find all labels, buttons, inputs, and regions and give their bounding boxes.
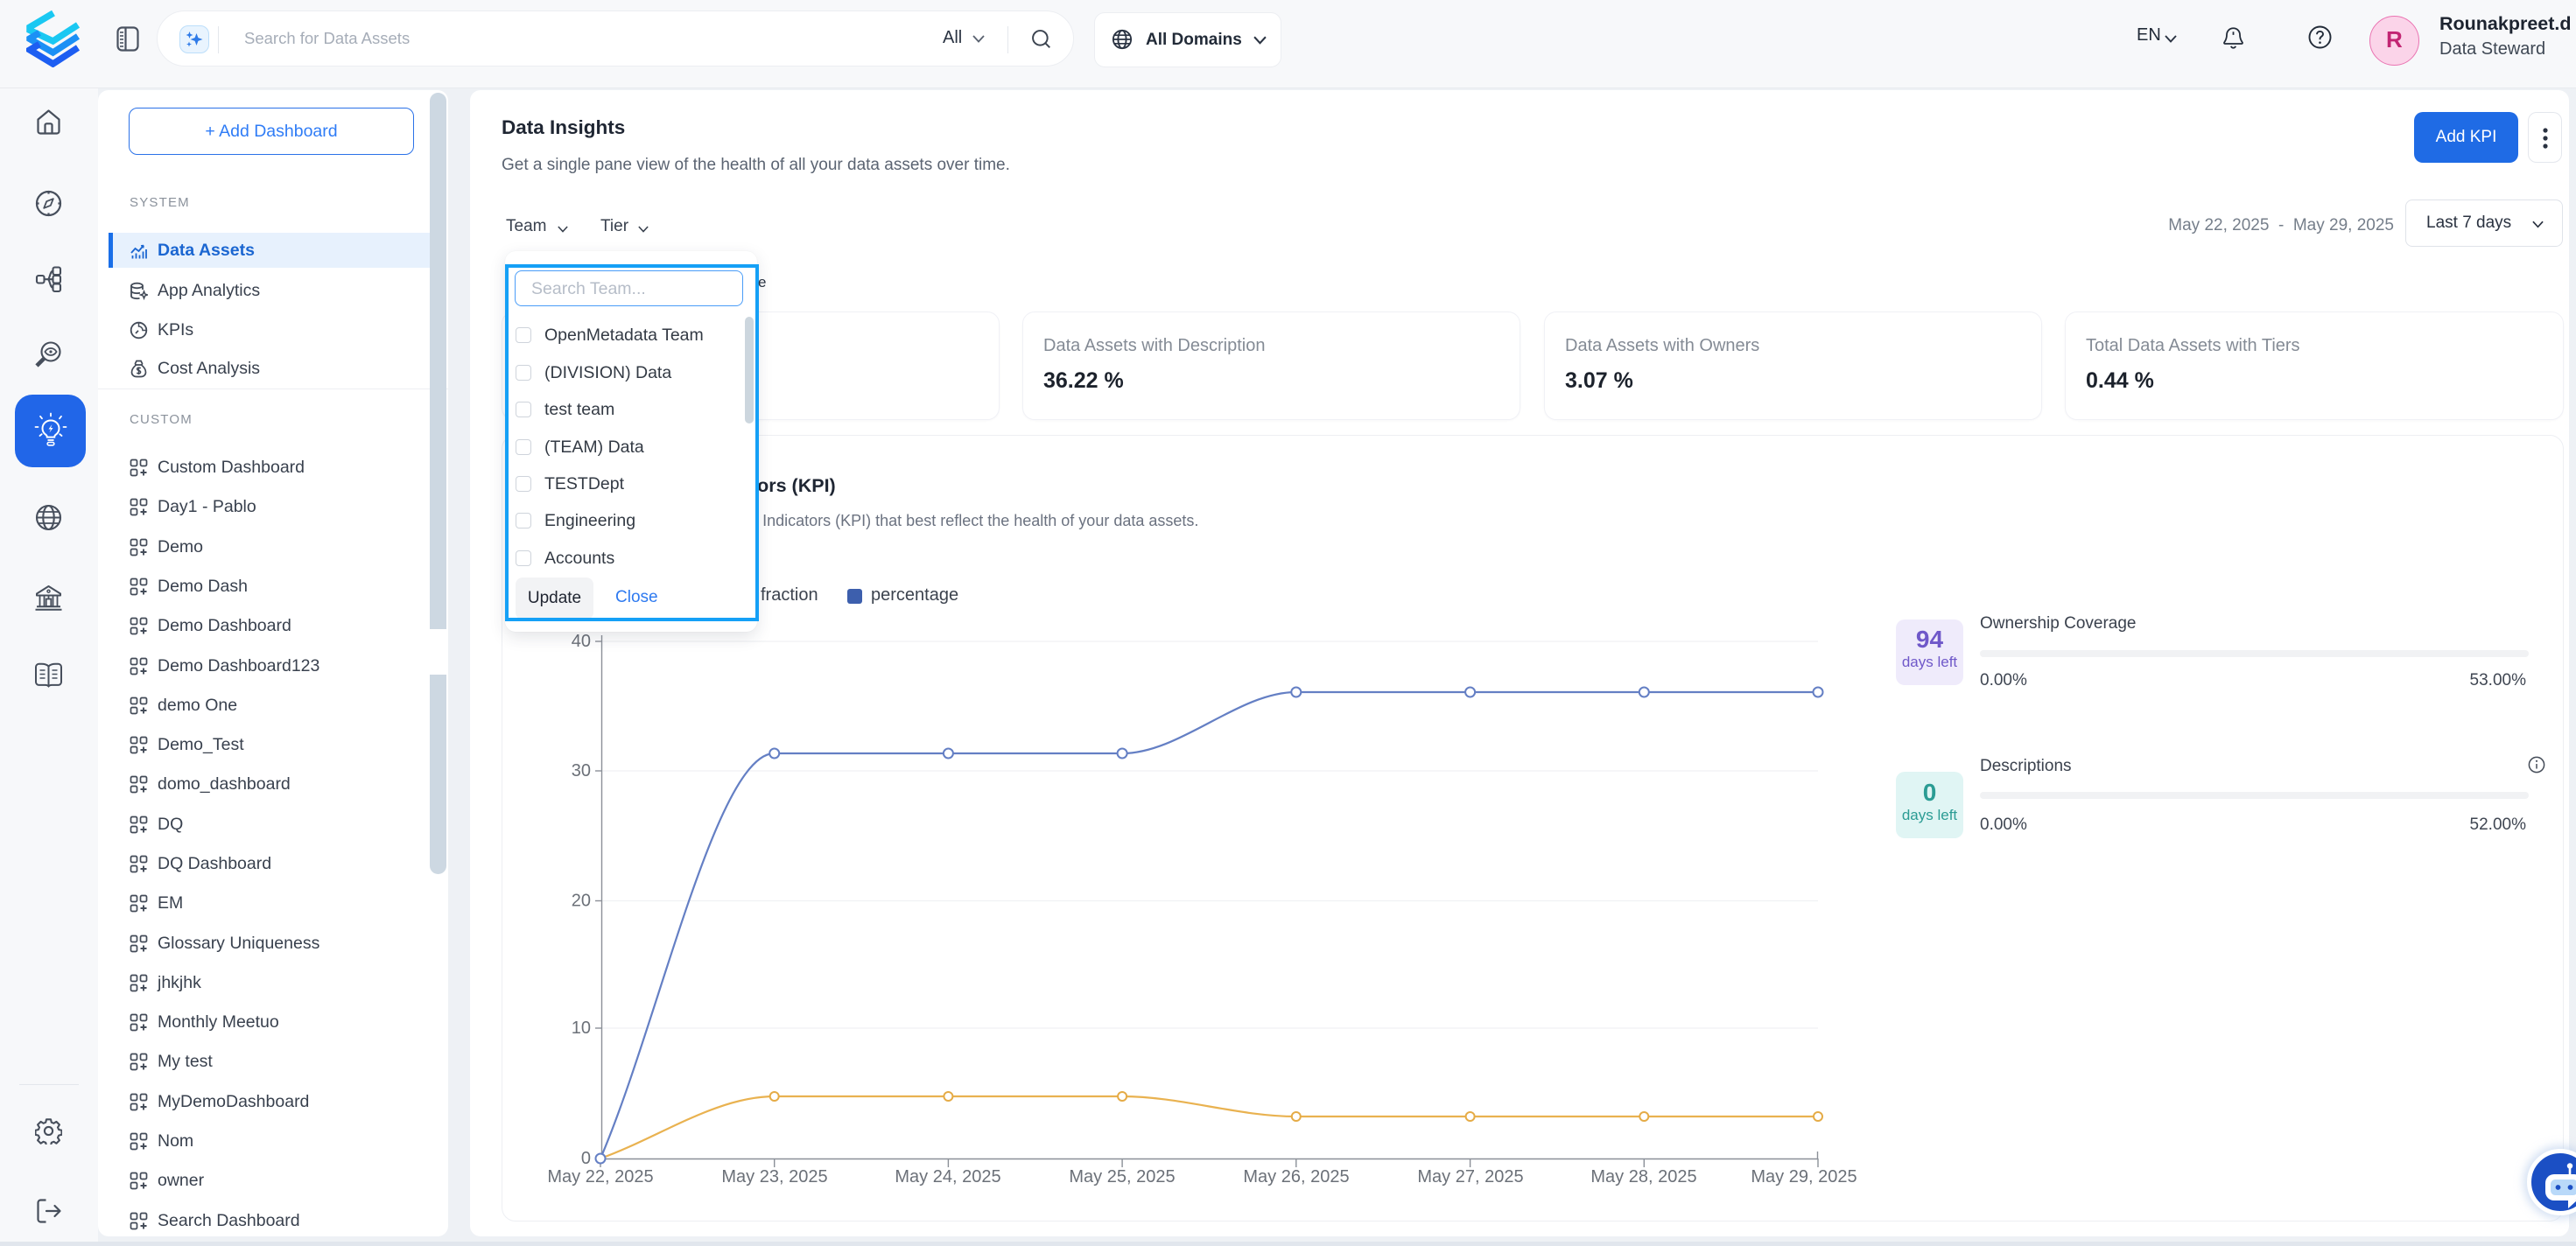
svg-text:May 28, 2025: May 28, 2025 — [1590, 1167, 1696, 1186]
svg-text:May 27, 2025: May 27, 2025 — [1417, 1167, 1523, 1186]
svg-text:May 29, 2025: May 29, 2025 — [1751, 1167, 1857, 1186]
svg-text:40: 40 — [572, 632, 591, 651]
svg-text:10: 10 — [572, 1018, 591, 1038]
svg-text:30: 30 — [572, 761, 591, 780]
svg-text:May 24, 2025: May 24, 2025 — [895, 1167, 1000, 1186]
svg-text:May 25, 2025: May 25, 2025 — [1069, 1167, 1175, 1186]
svg-text:0: 0 — [581, 1149, 591, 1168]
svg-text:May 26, 2025: May 26, 2025 — [1243, 1167, 1349, 1186]
svg-text:20: 20 — [572, 892, 591, 911]
svg-text:May 23, 2025: May 23, 2025 — [721, 1167, 827, 1186]
svg-text:May 22, 2025: May 22, 2025 — [547, 1167, 653, 1186]
